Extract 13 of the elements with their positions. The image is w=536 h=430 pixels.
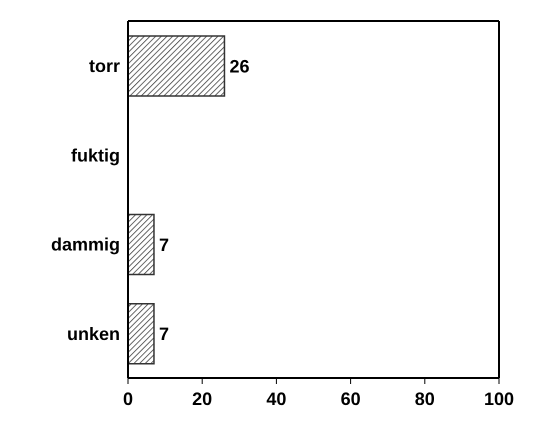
x-tick-label: 0 [122, 388, 134, 409]
data-label: 7 [158, 234, 169, 255]
x-tick-label: 100 [484, 388, 514, 409]
x-tick-label: 20 [192, 388, 212, 409]
y-tick-label: unken [66, 324, 120, 344]
y-tick-label: torr [89, 56, 120, 76]
y-tick-label: dammig [50, 234, 120, 255]
y-tick-label: fuktig [71, 145, 120, 166]
x-tick-label: 80 [414, 388, 435, 409]
x-tick-label: 60 [340, 388, 361, 409]
x-tick-label: 40 [266, 388, 286, 409]
data-label: 7 [158, 324, 169, 344]
data-label: 26 [229, 56, 250, 76]
